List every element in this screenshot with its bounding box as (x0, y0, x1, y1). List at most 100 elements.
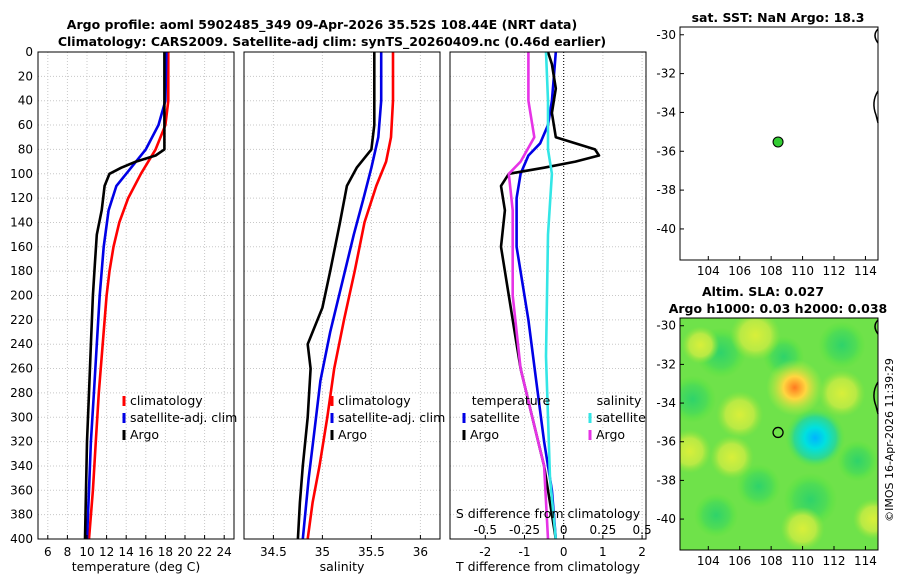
x-tick-label: 114 (854, 264, 877, 278)
figure-title-line2: Climatology: CARS2009. Satellite-adj cli… (58, 34, 606, 50)
legend-label: climatology (338, 393, 411, 408)
x-tick-label: 35 (315, 545, 330, 559)
y-tick-label: -30 (656, 28, 676, 42)
series-line-satellite-adj-clim (85, 51, 168, 540)
y-tick-label: 400 (10, 532, 33, 546)
x-axis-label: temperature (deg C) (72, 559, 201, 574)
watermark-text: ©IMOS 16-Apr-2026 11:39:29 (883, 358, 896, 522)
x-tick-label: 1 (599, 545, 607, 559)
sla-anomaly-blob (766, 359, 824, 416)
x-tick-label: 112 (823, 554, 846, 568)
y-tick-label: 0 (25, 45, 33, 59)
y-tick-label: -32 (656, 67, 676, 81)
x-tick-label: 34.5 (260, 545, 287, 559)
map-frame (679, 317, 879, 551)
sla-anomaly-blob (681, 326, 720, 364)
coastline (873, 28, 879, 124)
x-tick-label: 20 (177, 545, 192, 559)
y-tick-label: 80 (18, 142, 33, 156)
sla-anomaly-blob (730, 318, 781, 361)
x-tick-label: 24 (217, 545, 232, 559)
map-frame (679, 26, 879, 261)
y-tick-label: -32 (656, 357, 676, 371)
y-tick-label: 40 (18, 94, 33, 108)
y-tick-label: 140 (10, 215, 33, 229)
y-tick-label: 300 (10, 410, 33, 424)
x-tick-label: 22 (197, 545, 212, 559)
y-tick-label: 340 (10, 459, 33, 473)
figure-title-line1: Argo profile: aoml 5902485_349 09-Apr-20… (67, 17, 577, 33)
legend-label: Argo (596, 427, 625, 442)
sla-anomaly-blob (716, 391, 764, 439)
series-line-satellite-t- (515, 51, 558, 540)
y-tick-label: 200 (10, 289, 33, 303)
sla-map-title-line2: Argo h1000: 0.03 h2000: 0.038 (669, 301, 888, 316)
x-tick-label-salinity: 0.25 (590, 523, 617, 537)
sla-anomaly-blob (694, 493, 739, 538)
sst-map-title: sat. SST: NaN Argo: 18.3 (692, 10, 865, 25)
sla-anomaly-blob (852, 498, 878, 540)
coastline (873, 319, 879, 415)
y-tick-label: 360 (10, 483, 33, 497)
sla-anomaly-blob (818, 369, 866, 417)
sla-anomaly-blob (837, 440, 878, 482)
x-axis-label: T difference from climatology (455, 559, 641, 574)
x-tick-label: 10 (79, 545, 94, 559)
x-tick-label: 104 (697, 264, 720, 278)
legend-label: satellite-adj. clim (130, 410, 237, 425)
series-line-satellite-s- (544, 51, 558, 540)
plot-frame (449, 51, 647, 540)
x-axis-label-salinity-diff: S difference from climatology (456, 506, 641, 521)
y-tick-label: -38 (656, 183, 676, 197)
y-tick-label: 20 (18, 69, 33, 83)
argo-location-marker (772, 426, 784, 439)
series-line-satellite-adj-clim (301, 52, 383, 540)
series-line-argo (296, 52, 376, 540)
x-tick-label: 104 (697, 554, 720, 568)
legend-label: satellite (470, 410, 520, 425)
sla-map-title-line1: Altim. SLA: 0.027 (702, 284, 824, 299)
sla-anomaly-blob (818, 321, 866, 369)
sla-map-panel: Altim. SLA: 0.027 Argo h1000: 0.03 h2000:… (656, 284, 888, 568)
sla-anomaly-blob (785, 407, 846, 468)
x-tick-label: 108 (760, 554, 783, 568)
legend-label: Argo (470, 427, 499, 442)
y-tick-label: -40 (656, 222, 676, 236)
sla-anomaly-blob (736, 464, 781, 509)
plot-frame (243, 51, 441, 540)
x-tick-label: 106 (728, 264, 751, 278)
y-tick-label: 380 (10, 508, 33, 522)
y-tick-label: 160 (10, 240, 33, 254)
difference-panel: -2 -1 0 1 2T difference from climatology S di… (449, 51, 652, 574)
y-tick-label: -36 (656, 144, 676, 158)
x-tick-label: 2 (638, 545, 646, 559)
legend-title-temperature: temperature (472, 393, 551, 408)
x-tick-label-salinity: -0.25 (509, 523, 540, 537)
x-tick-label: 18 (158, 545, 173, 559)
series-line-argo-s- (507, 52, 550, 540)
argo-location-marker (772, 136, 784, 148)
sla-anomaly-blob (780, 506, 825, 550)
y-tick-label: 280 (10, 386, 33, 400)
temperature-panel: 6 8 10 12 14 16 18 20 22 24 temperature (deg C) 0 20… (10, 45, 237, 574)
x-tick-label: 8 (64, 545, 72, 559)
legend-label: Argo (338, 427, 367, 442)
legend-label: satellite (596, 410, 646, 425)
series-line-argo (83, 52, 166, 540)
plot-frame (37, 51, 235, 540)
sla-anomaly-blob (709, 435, 754, 480)
y-tick-label: -40 (656, 512, 676, 526)
legend-label: Argo (130, 427, 159, 442)
x-tick-label: 6 (44, 545, 52, 559)
x-tick-label: 14 (119, 545, 134, 559)
y-tick-label: -38 (656, 473, 676, 487)
y-tick-label: -34 (656, 105, 676, 119)
legend-label: climatology (130, 393, 203, 408)
y-tick-label: 220 (10, 313, 33, 327)
x-tick-label-salinity: 0.5 (633, 523, 652, 537)
x-axis-label: salinity (320, 559, 365, 574)
sst-map-panel: sat. SST: NaN Argo: 18.3 104 106 108 110 112 1… (656, 10, 879, 278)
x-tick-label-salinity: -0.5 (474, 523, 497, 537)
y-tick-label: -36 (656, 435, 676, 449)
